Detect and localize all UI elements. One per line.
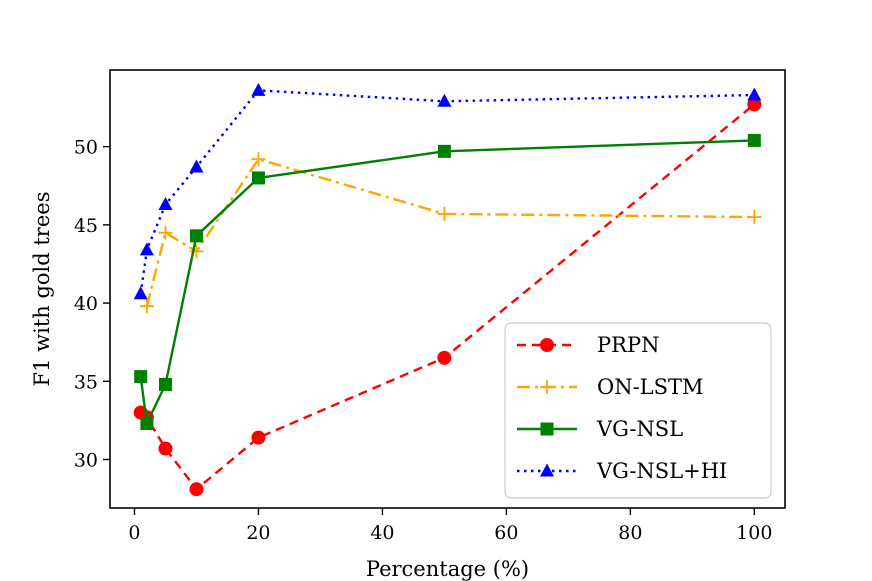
x-tick-label: 40 xyxy=(370,522,394,544)
x-tick-label: 80 xyxy=(618,522,642,544)
legend-marker xyxy=(540,463,554,477)
data-point xyxy=(189,482,204,497)
legend: PRPN ON-LSTM VG-NSL VG-NSL+HI xyxy=(504,322,772,499)
data-point xyxy=(437,144,451,158)
data-point xyxy=(158,441,173,456)
y-tick-label: 40 xyxy=(74,293,98,315)
data-point xyxy=(139,242,154,256)
data-point xyxy=(134,370,148,384)
legend-label: VG-NSL+HI xyxy=(596,459,727,483)
legend-box xyxy=(504,322,772,499)
legend-marker xyxy=(540,380,554,394)
y-tick-label: 35 xyxy=(74,371,98,393)
x-axis-label: Percentage (%) xyxy=(366,557,529,581)
data-point xyxy=(437,350,452,365)
y-tick-label: 50 xyxy=(74,137,98,159)
data-point xyxy=(251,152,266,167)
x-tick-label: 100 xyxy=(736,522,772,544)
legend-entry: ON-LSTM xyxy=(517,375,704,399)
data-point xyxy=(437,206,452,221)
data-point xyxy=(189,244,204,259)
legend-entry: VG-NSL xyxy=(517,417,683,441)
data-point xyxy=(747,210,762,225)
series-vg-nsl-hi xyxy=(133,82,762,300)
data-point xyxy=(251,82,266,96)
legend-marker xyxy=(540,422,554,436)
legend-label: VG-NSL xyxy=(596,417,683,441)
data-point xyxy=(158,225,173,240)
data-point xyxy=(158,197,173,211)
data-point xyxy=(251,430,266,445)
series-line xyxy=(139,89,755,294)
data-point xyxy=(189,229,203,243)
y-tick-label: 45 xyxy=(74,215,98,237)
x-tick-label: 20 xyxy=(246,522,270,544)
y-tick-label: 30 xyxy=(74,450,98,472)
legend-entry: VG-NSL+HI xyxy=(517,459,727,483)
data-point xyxy=(747,87,762,101)
legend-label: PRPN xyxy=(597,333,659,357)
axes: 0 20 40 60 80 100 30 35 40 45 50 xyxy=(74,137,773,544)
legend-label: ON-LSTM xyxy=(597,375,704,399)
y-axis-label: F1 with gold trees xyxy=(30,192,54,387)
x-tick-label: 60 xyxy=(494,522,518,544)
data-point xyxy=(747,133,761,147)
data-point xyxy=(140,417,154,431)
series-vg-nsl xyxy=(134,133,761,431)
legend-marker xyxy=(540,338,554,352)
series-layer xyxy=(133,82,762,497)
data-point xyxy=(139,299,154,314)
plot-frame xyxy=(109,69,786,509)
x-tick-label: 0 xyxy=(128,522,140,544)
data-point xyxy=(158,377,172,391)
data-point xyxy=(133,286,148,300)
data-point xyxy=(437,93,452,107)
legend-entry: PRPN xyxy=(517,333,659,357)
series-line xyxy=(145,157,755,307)
data-point xyxy=(189,159,204,173)
data-point xyxy=(251,171,265,185)
